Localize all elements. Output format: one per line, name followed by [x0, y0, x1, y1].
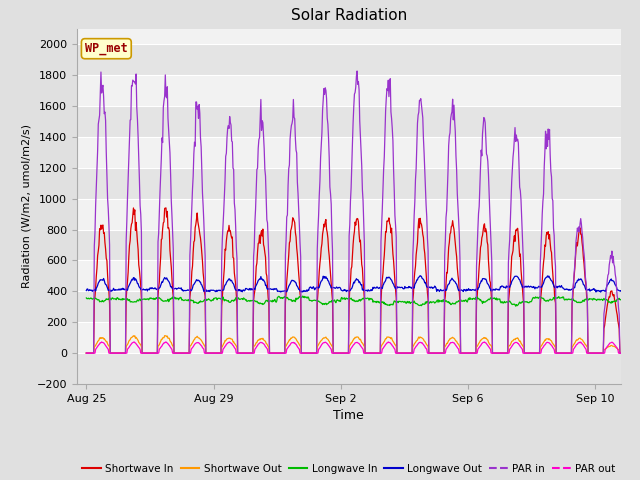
Bar — [77, 106, 621, 137]
Bar — [77, 168, 621, 199]
Text: WP_met: WP_met — [85, 42, 128, 55]
X-axis label: Time: Time — [333, 409, 364, 422]
Bar — [77, 44, 621, 75]
Bar — [77, 353, 621, 384]
Bar — [77, 229, 621, 261]
Legend: Shortwave In, Shortwave Out, Longwave In, Longwave Out, PAR in, PAR out: Shortwave In, Shortwave Out, Longwave In… — [78, 460, 620, 478]
Bar — [77, 291, 621, 322]
Title: Solar Radiation: Solar Radiation — [291, 9, 407, 24]
Y-axis label: Radiation (W/m2, umol/m2/s): Radiation (W/m2, umol/m2/s) — [21, 124, 31, 288]
